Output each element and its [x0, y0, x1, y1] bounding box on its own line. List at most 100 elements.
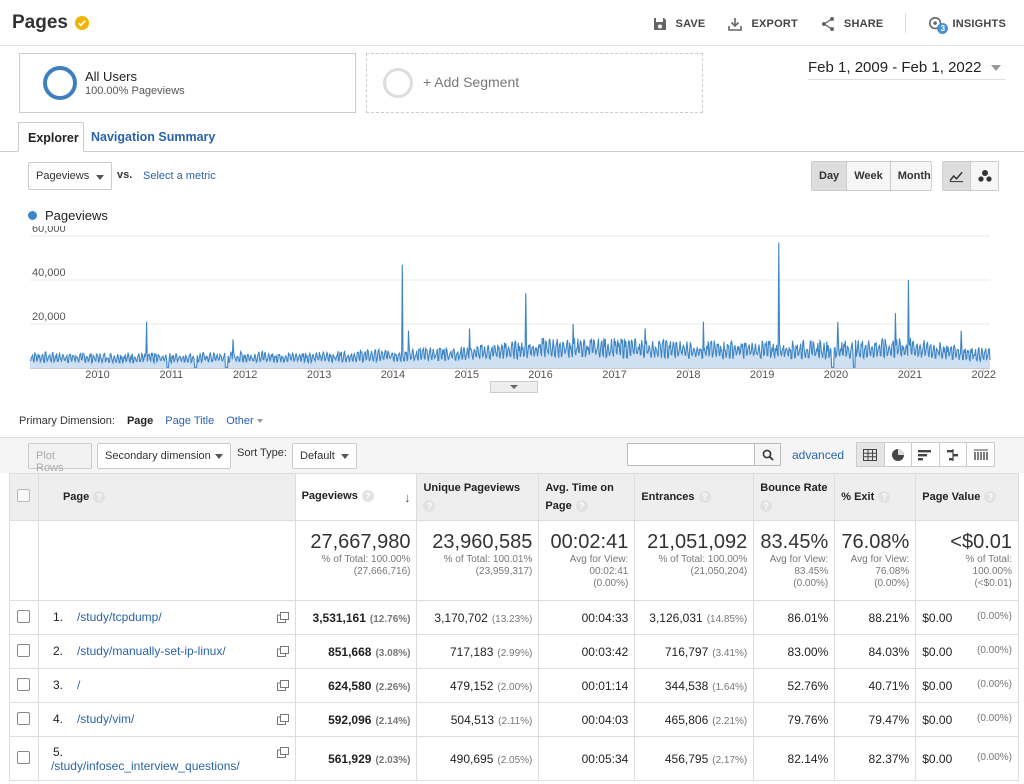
add-segment-button[interactable]: + Add Segment	[366, 53, 703, 113]
help-icon[interactable]: ?	[93, 491, 106, 504]
row-index: 3.	[52, 677, 63, 692]
day-button[interactable]: Day	[812, 162, 848, 190]
row-index: 1.	[52, 609, 63, 624]
col-avg-time[interactable]: Avg. Time on Page?	[538, 473, 636, 521]
help-icon[interactable]: ?	[423, 500, 436, 512]
primary-dimension-bar: Primary Dimension: Page Page Title Other	[19, 415, 263, 427]
help-icon[interactable]: ?	[575, 500, 588, 513]
page-link[interactable]: /study/manually-set-ip-linux/	[76, 643, 226, 658]
export-button[interactable]: EXPORT	[727, 15, 798, 33]
help-icon[interactable]: ?	[878, 491, 891, 504]
comparison-view-button[interactable]	[940, 443, 968, 466]
unique-pageviews-cell: 479,152 (2.00%)	[416, 668, 540, 703]
row-checkbox[interactable]	[17, 711, 31, 725]
help-icon[interactable]: ?	[984, 491, 997, 504]
col-bounce-rate[interactable]: Bounce Rate?	[753, 473, 836, 521]
open-page-icon[interactable]	[276, 645, 289, 660]
secondary-dimension-dropdown[interactable]: Secondary dimension	[97, 443, 231, 469]
bounce-rate-cell: 83.00%	[753, 634, 836, 669]
chart-collapse-handle[interactable]	[490, 381, 538, 393]
col-page[interactable]: Page?	[37, 473, 296, 521]
segment-all-users[interactable]: All Users 100.00% Pageviews	[19, 53, 356, 113]
dimension-other[interactable]: Other	[226, 415, 263, 427]
page-link[interactable]: /	[76, 677, 81, 692]
y-tick-label: 60,000	[32, 226, 66, 235]
table-view-toggle	[856, 442, 995, 467]
entrances-cell: 456,795 (2.17%)	[634, 736, 755, 781]
tab-navigation-summary[interactable]: Navigation Summary	[91, 130, 216, 144]
save-button[interactable]: SAVE	[652, 15, 706, 33]
search-button[interactable]	[754, 444, 780, 465]
entrances-cell: 716,797 (3.41%)	[634, 634, 755, 669]
share-button[interactable]: SHARE	[820, 15, 884, 33]
table-row[interactable]: 4. /study/vim/592,096 (2.14%) 504,513 (2.11%…	[9, 702, 1019, 737]
insights-button[interactable]: 3 INSIGHTS	[928, 15, 1006, 34]
help-icon[interactable]: ?	[361, 489, 374, 502]
row-index: 2.	[52, 643, 63, 658]
pageviews-cell: 561,929 (2.03%)	[294, 736, 418, 781]
bounce-rate-cell: 82.14%	[753, 736, 836, 781]
metric-dropdown[interactable]: Pageviews	[28, 162, 112, 190]
table-row[interactable]: 3./624,580 (2.26%) 479,152 (2.00%) 00:01:14 3…	[9, 668, 1019, 703]
x-tick-label: 2019	[750, 369, 774, 381]
tab-explorer[interactable]: Explorer	[18, 122, 84, 152]
page-value-cell: $0.00 (0.00%)	[915, 702, 1019, 737]
select-metric-link[interactable]: Select a metric	[143, 170, 216, 182]
total-entrances: 21,051,092% of Total: 100.00% (21,050,204…	[634, 520, 755, 601]
chevron-down-icon	[991, 64, 1002, 71]
open-page-icon[interactable]	[276, 679, 289, 694]
row-checkbox[interactable]	[17, 609, 31, 623]
row-checkbox[interactable]	[17, 677, 31, 691]
open-page-icon[interactable]	[276, 746, 289, 761]
exit-cell: 84.03%	[834, 634, 917, 669]
col-pageviews[interactable]: Pageviews? ↓	[294, 473, 418, 521]
pageviews-chart[interactable]: 60,000 40,000 20,000 2010 2011 2012 2013 2014 20…	[0, 226, 1024, 396]
open-page-icon[interactable]	[276, 713, 289, 728]
dimension-page-title[interactable]: Page Title	[165, 415, 215, 427]
table-row[interactable]: 1. /study/tcpdump/3,531,161 (12.76%) 3,170,…	[9, 600, 1019, 635]
col-exit[interactable]: % Exit?	[834, 473, 917, 521]
page-title: Pages	[12, 12, 90, 34]
col-unique-pageviews[interactable]: Unique Pageviews?	[416, 473, 540, 521]
help-icon[interactable]: ?	[760, 500, 773, 512]
date-range-picker[interactable]: Feb 1, 2009 - Feb 1, 2022	[808, 56, 1005, 80]
chart-legend: Pageviews	[28, 208, 108, 223]
dimension-page[interactable]: Page	[126, 415, 154, 427]
line-chart-button[interactable]	[943, 162, 971, 190]
pageviews-cell: 592,096 (2.14%)	[294, 702, 418, 737]
row-checkbox[interactable]	[17, 750, 31, 764]
select-all-checkbox[interactable]	[17, 489, 31, 502]
motion-chart-button[interactable]	[971, 162, 998, 190]
total-avg-time: 00:02:41 Avg for View: 00:02:41 (0.00%)	[538, 520, 636, 601]
legend-label: Pageviews	[45, 208, 108, 223]
help-icon[interactable]: ?	[698, 491, 711, 504]
page-cell: 4. /study/vim/	[37, 702, 296, 737]
avg-time-cell: 00:04:03	[538, 702, 636, 737]
month-button[interactable]: Month	[890, 162, 931, 190]
advanced-filter-link[interactable]: advanced	[792, 448, 845, 462]
row-index: 4.	[52, 711, 63, 726]
open-page-icon[interactable]	[276, 611, 289, 626]
page-link[interactable]: /study/vim/	[76, 711, 135, 726]
performance-view-button[interactable]	[912, 443, 940, 466]
row-checkbox[interactable]	[17, 643, 31, 657]
table-search-input[interactable]	[627, 443, 781, 466]
page-link[interactable]: /study/infosec_interview_questions/	[50, 758, 240, 773]
page-link[interactable]: /study/tcpdump/	[76, 609, 162, 624]
verified-badge-icon	[74, 16, 89, 30]
col-page-value[interactable]: Page Value?	[915, 473, 1019, 521]
table-row[interactable]: 2. /study/manually-set-ip-linux/851,668 (3…	[9, 634, 1019, 669]
term-cloud-view-button[interactable]	[967, 443, 994, 466]
data-table-view-button[interactable]	[857, 443, 885, 466]
col-entrances[interactable]: Entrances?	[634, 473, 755, 521]
total-unique-pageviews: 23,960,585% of Total: 100.01% (23,959,317…	[416, 520, 540, 601]
table-row[interactable]: 5./study/infosec_interview_questions/561…	[9, 736, 1019, 781]
percentage-view-button[interactable]	[885, 443, 913, 466]
page-cell: 2. /study/manually-set-ip-linux/	[37, 634, 296, 669]
avg-time-cell: 00:04:33	[538, 600, 636, 635]
plot-rows-button[interactable]: Plot Rows	[28, 443, 92, 474]
week-button[interactable]: Week	[847, 162, 891, 190]
x-tick-label: 2014	[381, 369, 405, 381]
page-value-cell: $0.00 (0.00%)	[915, 736, 1019, 781]
sort-type-dropdown[interactable]: Default	[292, 443, 357, 469]
